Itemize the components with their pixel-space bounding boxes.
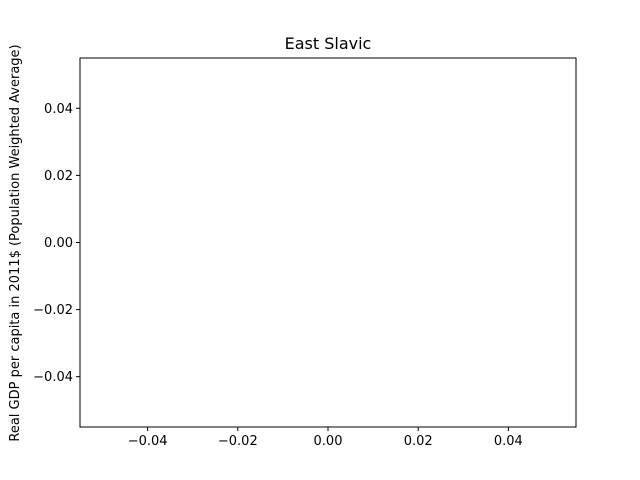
y-tick-label: 0.00	[44, 236, 73, 251]
y-axis-ticks: −0.04 −0.02 0.00 0.02 0.04	[33, 102, 80, 385]
y-tick-label: −0.04	[33, 370, 73, 385]
plot-area-frame	[79, 57, 577, 428]
x-tick-label: −0.02	[218, 434, 258, 449]
x-axis-ticks: −0.04 −0.02 0.00 0.02 0.04	[128, 427, 523, 449]
y-tick-label: 0.04	[44, 102, 73, 117]
x-tick-label: −0.04	[128, 434, 168, 449]
x-tick-label: 0.02	[404, 434, 433, 449]
x-tick-label: 0.00	[314, 434, 343, 449]
y-axis-label: Real GDP per capita in 2011$ (Population…	[8, 44, 23, 441]
chart-title: East Slavic	[285, 34, 372, 53]
y-tick-label: −0.02	[33, 303, 73, 318]
y-tick-label: 0.02	[44, 169, 73, 184]
x-tick-label: 0.04	[494, 434, 523, 449]
